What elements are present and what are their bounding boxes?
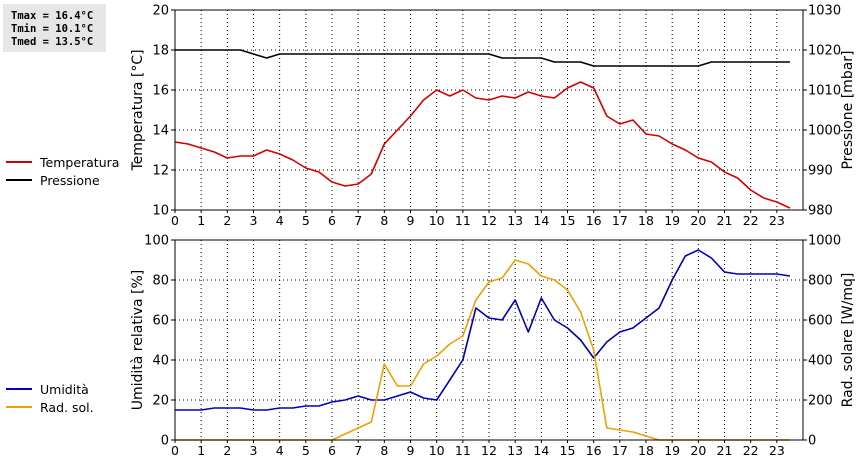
x-tick-label-bottom: 2	[223, 443, 231, 458]
legend-swatch-humidity	[6, 388, 32, 390]
stats-box: Tmax = 16.4°C Tmin = 10.1°C Tmed = 13.5°…	[3, 4, 106, 52]
x-tick-label-bottom: 12	[481, 443, 497, 458]
y2-axis-label-top: Pressione [mbar]	[840, 50, 856, 169]
legend-item-temperature: Temperatura	[6, 153, 119, 171]
x-tick-label-top: 2	[223, 213, 231, 228]
x-tick-label-top: 14	[533, 213, 549, 228]
y2-axis-label-bottom: Rad. solare [W/mq]	[840, 273, 856, 408]
legend-swatch-radiation	[6, 406, 32, 408]
y2-tick-label-bottom: 200	[808, 394, 833, 409]
series-line-temperatura	[174, 81, 791, 209]
y2-tick-label-top: 1000	[808, 124, 841, 139]
x-tick-label-top: 12	[481, 213, 497, 228]
x-tick-label-top: 20	[690, 213, 706, 228]
legend-label-radiation: Rad. sol.	[40, 399, 94, 415]
x-tick-label-bottom: 14	[533, 443, 549, 458]
y-tick-label-top: 10	[152, 204, 169, 219]
tmax-text: Tmax = 16.4°C	[11, 10, 94, 22]
x-tick-label-bottom: 13	[507, 443, 523, 458]
x-tick-label-top: 18	[638, 213, 654, 228]
x-tick-label-bottom: 8	[380, 443, 388, 458]
x-tick-label-bottom: 10	[429, 443, 445, 458]
y-tick-label-bottom: 20	[152, 394, 169, 409]
y2-tick-label-top: 990	[808, 164, 833, 179]
x-tick-label-bottom: 15	[560, 443, 576, 458]
x-tick-label-bottom: 21	[717, 443, 733, 458]
y-axis-label-bottom: Umidità relativa [%]	[130, 270, 146, 411]
x-tick-label-bottom: 23	[769, 443, 785, 458]
x-tick-label-bottom: 3	[250, 443, 258, 458]
x-tick-label-top: 23	[769, 213, 785, 228]
x-tick-label-bottom: 4	[276, 443, 284, 458]
y2-tick-label-top: 1020	[808, 44, 841, 59]
x-tick-label-top: 17	[612, 213, 628, 228]
x-tick-label-top: 10	[429, 213, 445, 228]
x-tick-label-bottom: 0	[171, 443, 179, 458]
legend-item-humidity: Umidità	[6, 380, 94, 398]
y2-tick-label-bottom: 400	[808, 354, 833, 369]
x-tick-label-top: 4	[276, 213, 284, 228]
y-axis-label-top: Temperatura [°C]	[130, 49, 146, 171]
x-tick-label-top: 3	[250, 213, 258, 228]
x-tick-label-top: 7	[354, 213, 362, 228]
series-line-pressione	[175, 49, 790, 67]
x-tick-label-bottom: 16	[586, 443, 602, 458]
x-tick-label-top: 0	[171, 213, 179, 228]
y-tick-label-top: 18	[152, 44, 169, 59]
x-tick-label-top: 13	[507, 213, 523, 228]
x-tick-label-top: 21	[717, 213, 733, 228]
y2-tick-label-top: 1030	[808, 4, 841, 19]
legend-swatch-pressure	[6, 179, 32, 181]
x-tick-label-top: 15	[560, 213, 576, 228]
x-tick-label-top: 5	[302, 213, 310, 228]
series-line-umidit	[175, 249, 791, 411]
x-tick-label-bottom: 9	[407, 443, 415, 458]
y-tick-label-bottom: 80	[152, 274, 169, 289]
series-line-rad-sol	[175, 259, 790, 441]
y2-tick-label-bottom: 0	[808, 434, 816, 449]
legend-bottom: Umidità Rad. sol.	[6, 380, 94, 416]
legend-label-temperature: Temperatura	[40, 154, 120, 170]
x-tick-label-top: 22	[743, 213, 759, 228]
x-tick-label-bottom: 19	[664, 443, 680, 458]
y2-tick-label-top: 980	[808, 204, 833, 219]
legend-item-pressure: Pressione	[6, 171, 119, 189]
legend-label-pressure: Pressione	[40, 172, 100, 188]
x-tick-label-bottom: 6	[328, 443, 336, 458]
x-tick-label-bottom: 18	[638, 443, 654, 458]
x-tick-label-bottom: 22	[743, 443, 759, 458]
legend-swatch-temperature	[6, 161, 32, 163]
y-tick-label-top: 14	[152, 124, 169, 139]
y2-tick-label-bottom: 600	[808, 314, 833, 329]
tmed-text: Tmed = 13.5°C	[11, 36, 94, 48]
y-tick-label-bottom: 0	[161, 434, 169, 449]
x-tick-label-bottom: 17	[612, 443, 628, 458]
x-tick-label-bottom: 7	[354, 443, 362, 458]
y-tick-label-bottom: 40	[152, 354, 169, 369]
x-tick-label-top: 9	[407, 213, 415, 228]
y2-tick-label-bottom: 800	[808, 274, 833, 289]
x-tick-label-top: 19	[664, 213, 680, 228]
y-tick-label-bottom: 100	[144, 234, 169, 249]
x-tick-label-top: 6	[328, 213, 336, 228]
x-tick-label-bottom: 1	[197, 443, 205, 458]
x-tick-label-top: 16	[586, 213, 602, 228]
tmin-text: Tmin = 10.1°C	[11, 23, 94, 35]
x-tick-label-top: 1	[197, 213, 205, 228]
x-tick-label-top: 8	[380, 213, 388, 228]
y-tick-label-top: 16	[152, 84, 169, 99]
legend-item-radiation: Rad. sol.	[6, 398, 94, 416]
y-tick-label-bottom: 60	[152, 314, 169, 329]
x-tick-label-bottom: 20	[690, 443, 706, 458]
legend-top: Temperatura Pressione	[6, 153, 119, 189]
y2-tick-label-bottom: 1000	[808, 234, 841, 249]
y-tick-label-top: 12	[152, 164, 169, 179]
y-tick-label-top: 20	[152, 4, 169, 19]
x-tick-label-bottom: 5	[302, 443, 310, 458]
y2-tick-label-top: 1010	[808, 84, 841, 99]
x-tick-label-top: 11	[455, 213, 471, 228]
x-tick-label-bottom: 11	[455, 443, 471, 458]
legend-label-humidity: Umidità	[40, 381, 89, 397]
